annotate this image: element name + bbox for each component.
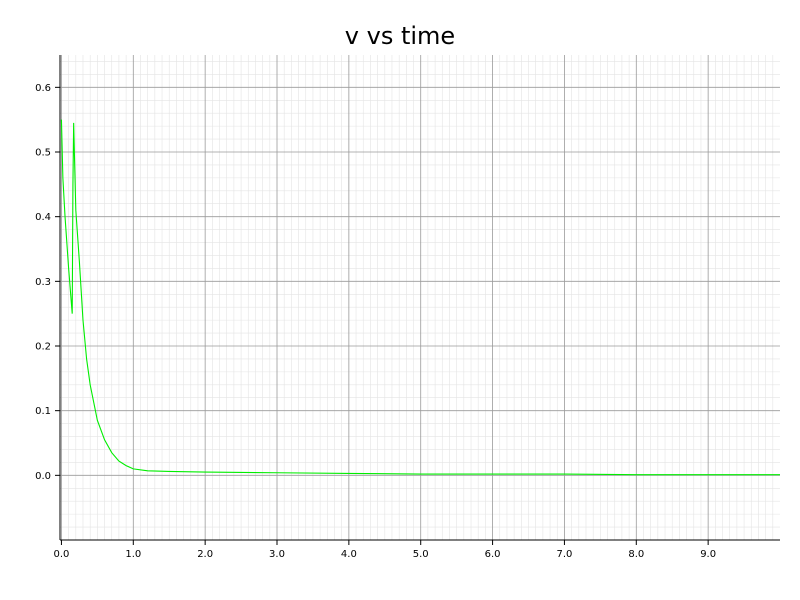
x-tick-label: 6.0	[485, 549, 501, 560]
x-ticks: 0.0 1.0 2.0 3.0 4.0 5.0 6.0 7.0 8.0 9.0	[53, 540, 716, 560]
y-tick-label: 0.4	[35, 212, 51, 223]
x-tick-label: 9.0	[700, 549, 716, 560]
x-tick-label: 3.0	[269, 549, 285, 560]
x-tick-label: 0.0	[53, 549, 69, 560]
x-tick-label: 1.0	[125, 549, 141, 560]
y-tick-label: 0.1	[35, 406, 51, 417]
x-tick-label: 4.0	[341, 549, 357, 560]
y-ticks: 0.0 0.1 0.2 0.3 0.4 0.5 0.6	[35, 83, 60, 482]
series-layer	[60, 119, 780, 476]
y-tick-label: 0.3	[35, 277, 51, 288]
chart-title: v vs time	[345, 22, 455, 50]
grid	[60, 55, 780, 540]
x-tick-label: 8.0	[628, 549, 644, 560]
y-tick-label: 0.2	[35, 342, 51, 353]
series-line-0	[60, 119, 780, 476]
axes	[59, 55, 780, 541]
y-tick-label: 0.6	[35, 83, 51, 94]
y-tick-label: 0.5	[35, 148, 51, 159]
y-tick-label: 0.0	[35, 471, 51, 482]
x-tick-label: 5.0	[413, 549, 429, 560]
x-tick-label: 2.0	[197, 549, 213, 560]
x-tick-label: 7.0	[556, 549, 572, 560]
